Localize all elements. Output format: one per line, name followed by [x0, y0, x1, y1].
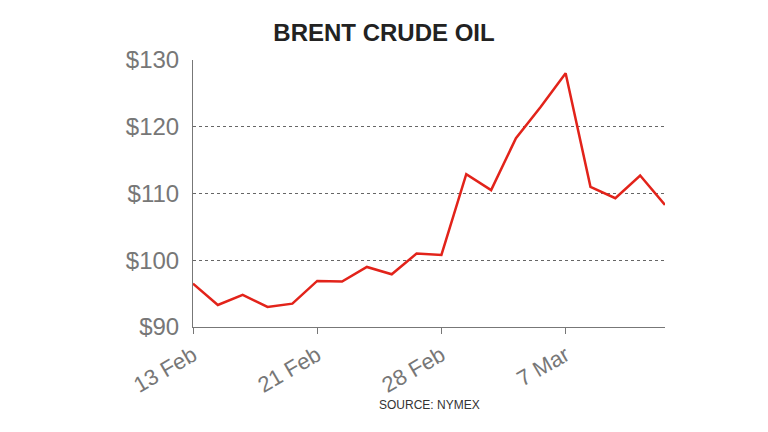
svg-text:SOURCE: NYMEX: SOURCE: NYMEX [379, 398, 480, 412]
svg-text:$120: $120 [126, 113, 179, 140]
svg-text:$100: $100 [126, 247, 179, 274]
svg-text:7 Mar: 7 Mar [512, 342, 573, 392]
svg-text:28 Feb: 28 Feb [378, 342, 450, 398]
svg-text:21 Feb: 21 Feb [253, 342, 325, 398]
svg-text:$90: $90 [139, 313, 179, 340]
svg-text:$130: $130 [126, 46, 179, 73]
svg-text:13 Feb: 13 Feb [129, 342, 201, 398]
svg-text:BRENT CRUDE OIL: BRENT CRUDE OIL [273, 19, 494, 46]
svg-text:$110: $110 [128, 180, 180, 207]
